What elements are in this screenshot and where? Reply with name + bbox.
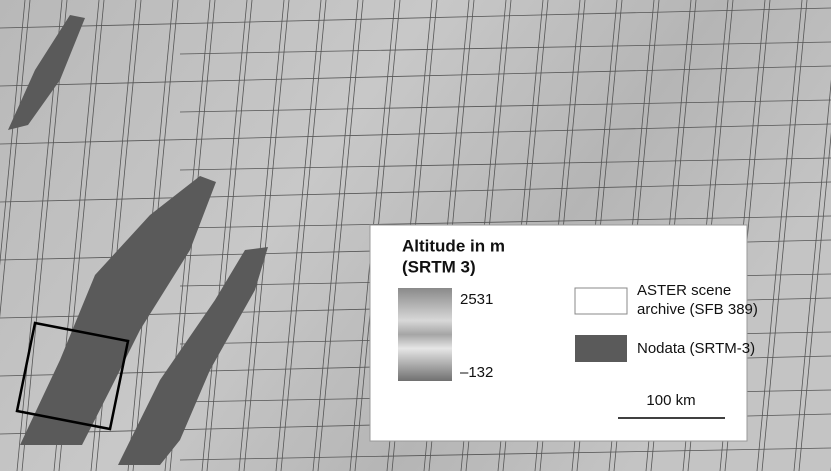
scale-max-label: 2531 <box>460 291 493 308</box>
legend-item-label: ASTER scene <box>637 282 731 299</box>
legend-item-label: Nodata (SRTM-3) <box>637 340 755 357</box>
altitude-ramp <box>398 288 452 381</box>
legend-title: (SRTM 3) <box>402 257 476 276</box>
aster-swatch <box>575 288 627 314</box>
map: Altitude in m (SRTM 3) 2531 –132 ASTER s… <box>0 0 831 471</box>
scale-bar-label: 100 km <box>646 392 695 409</box>
legend-title: Altitude in m <box>402 236 505 255</box>
scale-min-label: –132 <box>460 364 493 381</box>
legend-item-label: archive (SFB 389) <box>637 301 758 318</box>
page: Altitude in m (SRTM 3) 2531 –132 ASTER s… <box>0 0 831 471</box>
nodata-swatch <box>575 335 627 362</box>
